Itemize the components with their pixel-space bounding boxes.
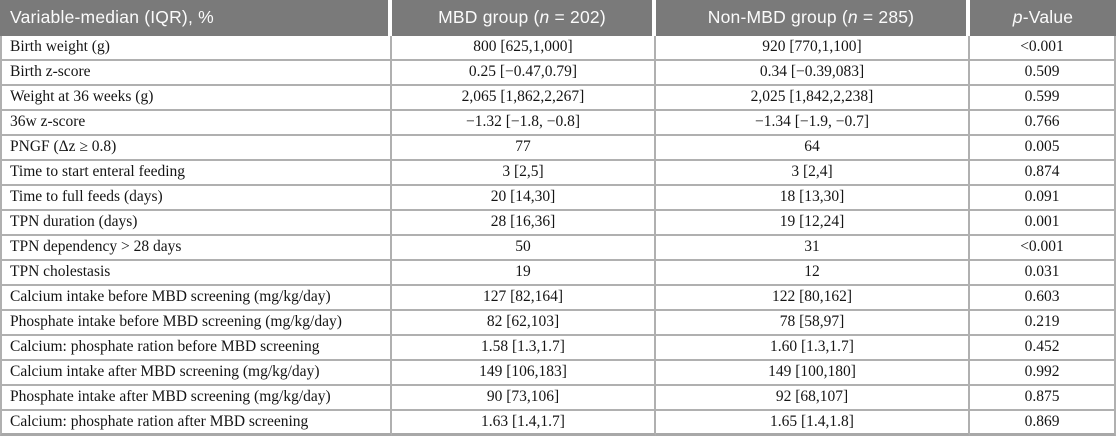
row-p-value: <0.001 <box>970 36 1116 61</box>
column-header-mbd-group: MBD group (n = 202) <box>392 0 656 36</box>
row-non-mbd-value: 149 [100,180] <box>656 361 970 386</box>
table-row: TPN cholestasis 19 12 0.031 <box>0 261 1116 286</box>
row-non-mbd-value: 3 [2,4] <box>656 161 970 186</box>
row-variable-label: Phosphate intake after MBD screening (mg… <box>0 386 392 411</box>
row-p-value: 0.219 <box>970 311 1116 336</box>
row-mbd-value: 20 [14,30] <box>392 186 656 211</box>
row-non-mbd-value: 920 [770,1,100] <box>656 36 970 61</box>
p-value-header-text: -Value <box>1022 6 1074 27</box>
table-header: Variable-median (IQR), % MBD group (n = … <box>0 0 1116 36</box>
row-p-value: 0.599 <box>970 86 1116 111</box>
row-non-mbd-value: 2,025 [1,842,2,238] <box>656 86 970 111</box>
row-variable-label: PNGF (Δz ≥ 0.8) <box>0 136 392 161</box>
row-p-value: 0.875 <box>970 386 1116 411</box>
row-non-mbd-value: 78 [58,97] <box>656 311 970 336</box>
row-non-mbd-value: 64 <box>656 136 970 161</box>
table-body: Birth weight (g) 800 [625,1,000] 920 [77… <box>0 36 1116 436</box>
row-non-mbd-value: 18 [13,30] <box>656 186 970 211</box>
table-row: Weight at 36 weeks (g) 2,065 [1,862,2,26… <box>0 86 1116 111</box>
row-variable-label: Calcium: phosphate ration before MBD scr… <box>0 336 392 361</box>
row-p-value: 0.509 <box>970 61 1116 86</box>
row-mbd-value: 77 <box>392 136 656 161</box>
row-mbd-value: 90 [73,106] <box>392 386 656 411</box>
row-non-mbd-value: 19 [12,24] <box>656 211 970 236</box>
row-mbd-value: 3 [2,5] <box>392 161 656 186</box>
row-variable-label: Time to start enteral feeding <box>0 161 392 186</box>
column-header-p-value: p-Value <box>970 0 1116 36</box>
row-p-value: 0.452 <box>970 336 1116 361</box>
table-row: PNGF (Δz ≥ 0.8) 77 64 0.005 <box>0 136 1116 161</box>
row-p-value: 0.992 <box>970 361 1116 386</box>
row-mbd-value: 28 [16,36] <box>392 211 656 236</box>
row-variable-label: TPN dependency > 28 days <box>0 236 392 261</box>
header-row: Variable-median (IQR), % MBD group (n = … <box>0 0 1116 36</box>
row-variable-label: Calcium intake after MBD screening (mg/k… <box>0 361 392 386</box>
row-mbd-value: 1.58 [1.3,1.7] <box>392 336 656 361</box>
table-row: Time to full feeds (days) 20 [14,30] 18 … <box>0 186 1116 211</box>
row-mbd-value: 19 <box>392 261 656 286</box>
row-non-mbd-value: 31 <box>656 236 970 261</box>
row-variable-label: 36w z-score <box>0 111 392 136</box>
row-non-mbd-value: 1.65 [1.4,1.8] <box>656 411 970 436</box>
mbd-header-count: = 202) <box>549 6 606 27</box>
row-p-value: 0.766 <box>970 111 1116 136</box>
row-non-mbd-value: 122 [80,162] <box>656 286 970 311</box>
table-row: TPN duration (days) 28 [16,36] 19 [12,24… <box>0 211 1116 236</box>
row-p-value: 0.001 <box>970 211 1116 236</box>
row-mbd-value: 149 [106,183] <box>392 361 656 386</box>
row-non-mbd-value: 92 [68,107] <box>656 386 970 411</box>
column-header-non-mbd-group: Non-MBD group (n = 285) <box>656 0 970 36</box>
column-header-variable-label: Variable-median (IQR), % <box>10 6 214 27</box>
p-value-header-p-italic: p <box>1012 6 1023 27</box>
table-row: Phosphate intake after MBD screening (mg… <box>0 386 1116 411</box>
row-variable-label: Calcium intake before MBD screening (mg/… <box>0 286 392 311</box>
table-row: Calcium: phosphate ration after MBD scre… <box>0 411 1116 436</box>
column-header-variable: Variable-median (IQR), % <box>0 0 392 36</box>
table-row: TPN dependency > 28 days 50 31 <0.001 <box>0 236 1116 261</box>
non-mbd-header-n-italic: n <box>847 6 858 27</box>
row-variable-label: Birth z-score <box>0 61 392 86</box>
row-variable-label: Calcium: phosphate ration after MBD scre… <box>0 411 392 436</box>
row-mbd-value: −1.32 [−1.8, −0.8] <box>392 111 656 136</box>
non-mbd-header-count: = 285) <box>857 6 915 27</box>
mbd-header-text: MBD group ( <box>438 6 540 27</box>
row-p-value: 0.874 <box>970 161 1116 186</box>
row-p-value: 0.031 <box>970 261 1116 286</box>
row-mbd-value: 127 [82,164] <box>392 286 656 311</box>
row-variable-label: Weight at 36 weeks (g) <box>0 86 392 111</box>
row-variable-label: Phosphate intake before MBD screening (m… <box>0 311 392 336</box>
row-variable-label: TPN duration (days) <box>0 211 392 236</box>
non-mbd-header-text: Non-MBD group ( <box>707 6 848 27</box>
row-mbd-value: 0.25 [−0.47,0.79] <box>392 61 656 86</box>
row-p-value: 0.005 <box>970 136 1116 161</box>
table-row: Calcium intake after MBD screening (mg/k… <box>0 361 1116 386</box>
table-row: Calcium intake before MBD screening (mg/… <box>0 286 1116 311</box>
row-mbd-value: 1.63 [1.4,1.7] <box>392 411 656 436</box>
table-row: Phosphate intake before MBD screening (m… <box>0 311 1116 336</box>
table-row: Time to start enteral feeding 3 [2,5] 3 … <box>0 161 1116 186</box>
row-p-value: 0.603 <box>970 286 1116 311</box>
table-row: Calcium: phosphate ration before MBD scr… <box>0 336 1116 361</box>
row-p-value: 0.869 <box>970 411 1116 436</box>
row-mbd-value: 82 [62,103] <box>392 311 656 336</box>
mbd-header-n-italic: n <box>539 6 550 27</box>
row-non-mbd-value: −1.34 [−1.9, −0.7] <box>656 111 970 136</box>
row-non-mbd-value: 12 <box>656 261 970 286</box>
row-variable-label: TPN cholestasis <box>0 261 392 286</box>
table-row: Birth z-score 0.25 [−0.47,0.79] 0.34 [−0… <box>0 61 1116 86</box>
table-row: 36w z-score −1.32 [−1.8, −0.8] −1.34 [−1… <box>0 111 1116 136</box>
row-mbd-value: 50 <box>392 236 656 261</box>
row-mbd-value: 2,065 [1,862,2,267] <box>392 86 656 111</box>
row-variable-label: Birth weight (g) <box>0 36 392 61</box>
row-non-mbd-value: 0.34 [−0.39,083] <box>656 61 970 86</box>
row-non-mbd-value: 1.60 [1.3,1.7] <box>656 336 970 361</box>
row-variable-label: Time to full feeds (days) <box>0 186 392 211</box>
row-p-value: 0.091 <box>970 186 1116 211</box>
row-mbd-value: 800 [625,1,000] <box>392 36 656 61</box>
table-row: Birth weight (g) 800 [625,1,000] 920 [77… <box>0 36 1116 61</box>
row-p-value: <0.001 <box>970 236 1116 261</box>
